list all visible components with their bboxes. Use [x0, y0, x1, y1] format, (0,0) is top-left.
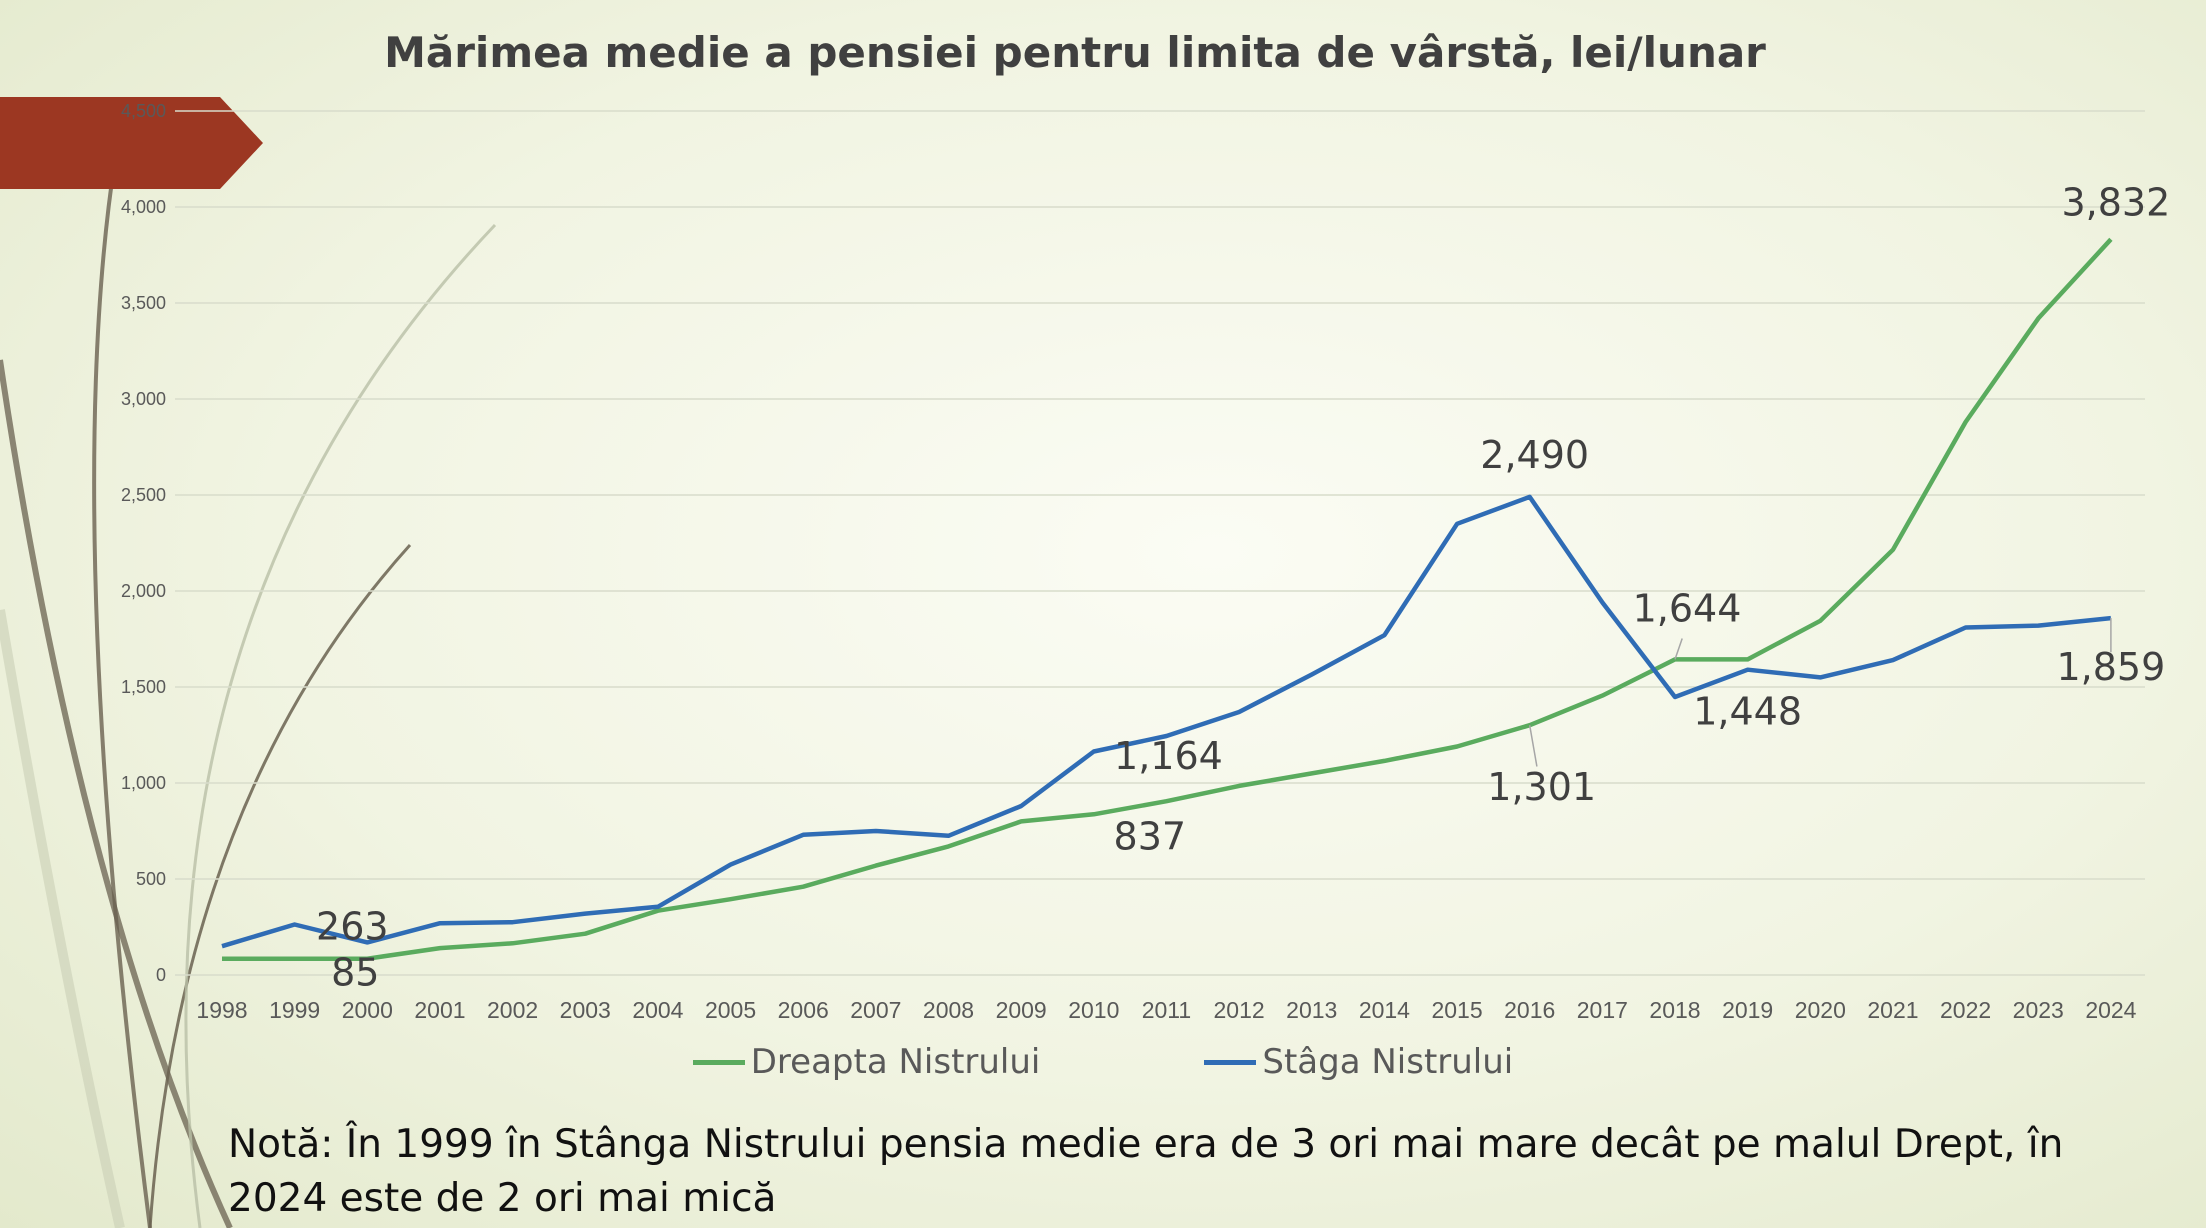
- x-tick-label: 2012: [1214, 997, 1265, 1023]
- x-tick-label: 2005: [705, 997, 756, 1023]
- data-label: 2,490: [1480, 433, 1589, 477]
- legend-label-stanga: Stâga Nistrului: [1262, 1042, 1514, 1082]
- legend: Dreapta Nistrului Stâga Nistrului: [0, 1042, 2206, 1082]
- x-tick-label: 2004: [632, 997, 683, 1023]
- x-axis-ticks: 1998 1999 2000 2001 2002 2003 2004 2005 2006 2007…: [196, 997, 2136, 1023]
- y-tick-label: 4,500: [121, 101, 166, 121]
- y-tick-label: 4,000: [121, 197, 166, 217]
- x-tick-label: 2001: [414, 997, 465, 1023]
- x-tick-label: 2024: [2085, 997, 2136, 1023]
- x-tick-label: 2017: [1577, 997, 1628, 1023]
- x-tick-label: 2013: [1286, 997, 1337, 1023]
- chart-title: Mărimea medie a pensiei pentru limita de…: [384, 28, 1766, 77]
- y-tick-label: 2,500: [121, 485, 166, 505]
- y-tick-label: 2,000: [121, 581, 166, 601]
- data-label-leader: [1528, 725, 1538, 767]
- x-tick-label: 2018: [1649, 997, 1700, 1023]
- x-tick-label: 2003: [560, 997, 611, 1023]
- data-label: 3,832: [2062, 180, 2171, 224]
- x-tick-label: 2014: [1359, 997, 1410, 1023]
- x-tick-label: 2008: [923, 997, 974, 1023]
- data-label: 85: [331, 951, 379, 995]
- x-tick-label: 2019: [1722, 997, 1773, 1023]
- x-tick-label: 2020: [1795, 997, 1846, 1023]
- data-label: 1,164: [1114, 734, 1223, 778]
- x-tick-label: 2011: [1142, 997, 1191, 1023]
- data-labels: 85 837 1,301 1,644 3,832 263 1,164 2,490 1,448 1,…: [316, 180, 2170, 994]
- x-tick-label: 2015: [1431, 997, 1482, 1023]
- series-line-stanga: [221, 494, 2112, 949]
- legend-item-stanga: Stâga Nistrului: [1204, 1042, 1513, 1082]
- data-label: 1,859: [2057, 645, 2166, 689]
- series-line-dreapta: [222, 237, 2113, 961]
- x-tick-label: 2002: [487, 997, 538, 1023]
- data-label: 1,448: [1693, 690, 1802, 734]
- y-tick-label: 0: [156, 965, 166, 985]
- decorative-ribbon: [0, 97, 263, 189]
- legend-item-dreapta: Dreapta Nistrului: [692, 1042, 1041, 1082]
- x-tick-label: 2000: [342, 997, 393, 1023]
- gridlines: [175, 110, 2145, 976]
- x-tick-label: 2023: [2013, 997, 2064, 1023]
- x-tick-label: 2009: [996, 997, 1047, 1023]
- data-label: 837: [1114, 814, 1187, 858]
- x-tick-label: 2016: [1504, 997, 1555, 1023]
- y-axis-ticks: 0 500 1,000 1,500 2,000 2,500 3,000 3,500 4,000 4…: [121, 101, 166, 985]
- data-label-leader: [1674, 638, 1683, 660]
- y-tick-label: 500: [136, 869, 166, 889]
- data-label: 1,644: [1633, 586, 1742, 630]
- x-tick-label: 2010: [1068, 997, 1119, 1023]
- note-text: Notă: În 1999 în Stânga Nistrului pensia…: [228, 1122, 2064, 1221]
- legend-swatch-dreapta: [692, 1059, 745, 1065]
- x-tick-label: 2007: [850, 997, 901, 1023]
- x-tick-label: 2021: [1867, 997, 1918, 1023]
- series-lines: [221, 237, 2113, 961]
- x-tick-label: 2006: [778, 997, 829, 1023]
- x-tick-label: 1998: [196, 997, 247, 1023]
- y-tick-label: 1,500: [121, 677, 166, 697]
- y-tick-label: 1,000: [121, 773, 166, 793]
- y-tick-label: 3,500: [121, 293, 166, 313]
- legend-swatch-stanga: [1204, 1059, 1257, 1065]
- y-tick-label: 3,000: [121, 389, 166, 409]
- legend-label-dreapta: Dreapta Nistrului: [750, 1042, 1041, 1082]
- x-tick-label: 2022: [1940, 997, 1991, 1023]
- data-label: 263: [316, 904, 389, 948]
- data-label: 1,301: [1487, 765, 1596, 809]
- x-tick-label: 1999: [269, 997, 320, 1023]
